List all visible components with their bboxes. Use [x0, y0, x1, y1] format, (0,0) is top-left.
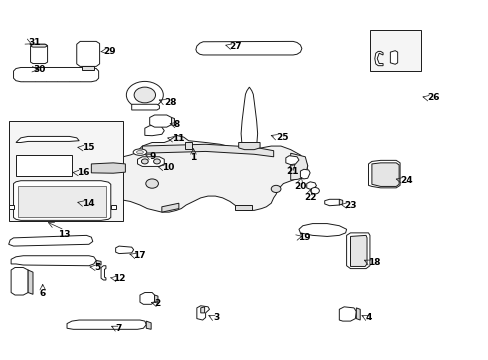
Polygon shape [371, 163, 398, 186]
Polygon shape [238, 143, 260, 150]
Text: 5: 5 [94, 263, 100, 272]
Text: 23: 23 [344, 201, 356, 210]
Polygon shape [144, 125, 164, 136]
Text: 25: 25 [276, 132, 288, 141]
Text: 30: 30 [33, 65, 45, 74]
Text: 17: 17 [132, 251, 145, 260]
Polygon shape [154, 295, 158, 303]
Polygon shape [16, 136, 79, 143]
Polygon shape [14, 181, 111, 220]
Circle shape [126, 81, 163, 109]
Text: 12: 12 [113, 274, 125, 283]
Text: 1: 1 [190, 153, 196, 162]
Bar [19, 186, 106, 217]
Circle shape [271, 185, 281, 193]
Ellipse shape [133, 149, 146, 156]
Polygon shape [72, 135, 307, 212]
Text: 14: 14 [81, 199, 94, 208]
Polygon shape [350, 235, 366, 266]
Polygon shape [81, 66, 94, 70]
Polygon shape [346, 233, 369, 269]
Text: 3: 3 [212, 313, 219, 322]
Polygon shape [306, 182, 316, 189]
Polygon shape [142, 144, 273, 157]
Polygon shape [368, 160, 399, 188]
Text: 31: 31 [28, 38, 41, 47]
Polygon shape [241, 87, 257, 148]
Circle shape [310, 188, 319, 194]
Text: 22: 22 [303, 193, 316, 202]
Circle shape [134, 87, 155, 103]
Text: 13: 13 [58, 230, 71, 239]
Polygon shape [67, 320, 146, 329]
Polygon shape [149, 115, 171, 127]
Bar [185, 142, 192, 149]
Polygon shape [137, 157, 164, 166]
Polygon shape [30, 44, 47, 47]
Polygon shape [196, 41, 301, 55]
Polygon shape [356, 308, 360, 320]
Circle shape [145, 179, 158, 188]
Text: 2: 2 [154, 299, 161, 308]
Polygon shape [374, 51, 382, 66]
Polygon shape [339, 199, 342, 205]
Bar [369, 30, 420, 71]
Text: 18: 18 [368, 258, 380, 267]
Text: 20: 20 [294, 182, 306, 191]
Polygon shape [9, 235, 93, 246]
Polygon shape [91, 163, 125, 173]
Text: 16: 16 [77, 168, 89, 177]
Text: 29: 29 [103, 47, 116, 56]
Polygon shape [201, 307, 204, 313]
Polygon shape [339, 307, 356, 321]
Polygon shape [285, 156, 298, 165]
Polygon shape [14, 67, 99, 82]
Circle shape [153, 159, 160, 164]
Text: 8: 8 [174, 120, 180, 129]
Bar [16, 155, 72, 176]
Polygon shape [140, 293, 154, 304]
Text: 27: 27 [228, 41, 241, 50]
Polygon shape [11, 267, 28, 295]
Text: 7: 7 [116, 324, 122, 333]
Polygon shape [171, 117, 174, 126]
Text: 21: 21 [285, 167, 298, 176]
Polygon shape [389, 51, 397, 64]
Polygon shape [30, 44, 47, 64]
Text: 10: 10 [162, 163, 174, 172]
Text: 4: 4 [366, 313, 372, 322]
Polygon shape [324, 199, 340, 206]
Polygon shape [77, 41, 100, 66]
Text: 9: 9 [149, 152, 156, 161]
Polygon shape [290, 153, 307, 180]
Polygon shape [197, 306, 209, 320]
Text: 11: 11 [171, 134, 183, 143]
Text: 28: 28 [164, 98, 176, 107]
Polygon shape [101, 266, 106, 280]
Circle shape [141, 159, 148, 164]
Text: 6: 6 [40, 289, 46, 298]
Polygon shape [234, 205, 251, 210]
Polygon shape [162, 203, 179, 212]
Polygon shape [131, 104, 159, 110]
Text: 24: 24 [399, 176, 412, 185]
Text: 26: 26 [426, 93, 438, 102]
Polygon shape [300, 169, 309, 179]
Polygon shape [146, 321, 151, 329]
Polygon shape [116, 246, 133, 253]
Text: 19: 19 [297, 233, 310, 242]
Ellipse shape [136, 150, 143, 154]
Polygon shape [298, 224, 346, 237]
Text: 15: 15 [81, 143, 94, 152]
Polygon shape [28, 270, 33, 294]
Polygon shape [96, 260, 101, 265]
Polygon shape [11, 256, 96, 266]
Polygon shape [9, 205, 14, 208]
Polygon shape [111, 205, 116, 208]
Bar [9, 121, 122, 221]
